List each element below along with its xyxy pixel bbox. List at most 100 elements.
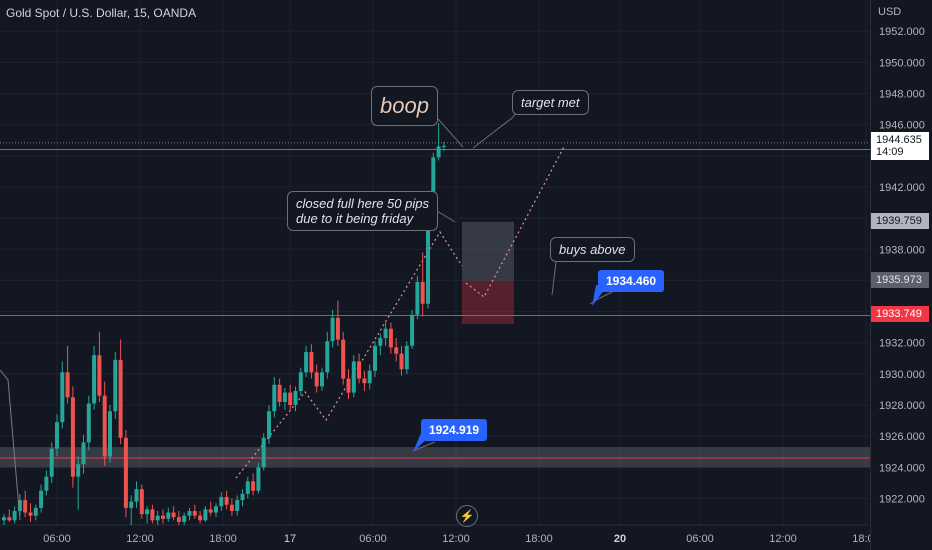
x-tick-label: 20 — [614, 533, 626, 545]
candle-body — [320, 372, 324, 387]
candle-body — [378, 338, 383, 346]
candle-body — [426, 219, 430, 304]
bar-countdown: 14:09 — [876, 145, 904, 158]
boop-annotation[interactable]: boop — [371, 86, 438, 126]
candle-body — [187, 510, 192, 516]
horizontal-lines — [0, 142, 870, 459]
y-tick-label: 1950.000 — [879, 57, 925, 69]
left-edge-drawing — [0, 369, 21, 521]
candle-body — [208, 509, 213, 513]
candle-body — [383, 328, 388, 339]
candle-body — [441, 145, 446, 147]
position-target-zone — [462, 221, 514, 281]
grid — [0, 0, 870, 526]
candle-body — [55, 422, 59, 449]
candle-body — [60, 372, 65, 423]
candle-body — [410, 314, 415, 346]
candle-body — [224, 496, 229, 505]
projection-path — [235, 230, 463, 479]
lightning-icon[interactable]: ⚡ — [456, 505, 478, 527]
price-tag: 1933.749 — [871, 306, 929, 323]
current-price-value: 1944.635 — [876, 133, 922, 146]
candle-body — [129, 501, 134, 508]
candle-body — [288, 392, 293, 406]
candle-body — [229, 504, 234, 511]
candle-body — [113, 359, 118, 412]
candle-body — [198, 515, 203, 521]
candle-body — [357, 361, 362, 379]
candle-body — [28, 512, 33, 516]
candle-body — [76, 464, 81, 477]
candle-body — [314, 372, 319, 387]
x-tick-label: 06:00 — [686, 533, 714, 545]
candle-body — [261, 437, 266, 468]
candle-body — [134, 489, 139, 502]
candle-body — [351, 361, 356, 393]
x-tick-label: 18:00 — [209, 533, 237, 545]
position-stop-zone — [462, 280, 514, 325]
candle-body — [214, 506, 218, 513]
candle-body — [304, 352, 309, 373]
position-tool[interactable] — [462, 221, 514, 325]
candle-body — [108, 411, 112, 457]
candle-body — [203, 509, 208, 521]
candle-body — [17, 500, 22, 511]
target-met-annotation[interactable]: target met — [512, 90, 589, 115]
annotation-pointer — [412, 441, 436, 452]
x-tick-label: 17 — [284, 533, 296, 545]
buys-above-annotation[interactable]: buys above — [550, 237, 635, 262]
current-price-tag: 1944.635 14:09 — [871, 131, 929, 160]
candle-body — [330, 317, 335, 342]
candle-body — [49, 448, 54, 477]
y-tick-label: 1942.000 — [879, 182, 925, 194]
closed-full-line-1: closed full here 50 pips — [296, 196, 429, 211]
candle-body — [92, 355, 97, 404]
candle-body — [182, 515, 187, 522]
candle-body — [33, 507, 38, 516]
candle-body — [309, 352, 314, 373]
candle-body — [388, 328, 393, 348]
candle-body — [155, 515, 160, 521]
x-tick-label: 12:00 — [126, 533, 154, 545]
candle-body — [23, 500, 28, 513]
candle-body — [12, 510, 17, 521]
candle-body — [97, 355, 102, 396]
candle-body — [39, 490, 44, 508]
x-tick-label: 12:00 — [769, 533, 797, 545]
candle-body — [431, 157, 436, 220]
candle-body — [70, 397, 75, 477]
candle-body — [404, 345, 409, 370]
candle-body — [150, 509, 155, 521]
x-tick-label: 12:00 — [442, 533, 470, 545]
candle-body — [298, 372, 303, 392]
price-tag: 1935.973 — [871, 271, 929, 288]
candle-body — [145, 509, 150, 515]
y-tick-label: 1926.000 — [879, 431, 925, 443]
candle-body — [420, 281, 425, 304]
projection-paths — [235, 144, 566, 479]
annotation-pointer — [472, 107, 521, 149]
currency-label: USD — [878, 6, 902, 18]
zone-rect — [0, 447, 870, 468]
y-tick-label: 1938.000 — [879, 244, 925, 256]
candle-body — [166, 512, 171, 519]
candle-body — [161, 515, 165, 519]
candle-body — [65, 372, 70, 398]
candle-body — [2, 517, 6, 521]
y-tick-label: 1930.000 — [879, 369, 925, 381]
callout-price-high[interactable]: 1934.460 — [598, 270, 665, 292]
closed-full-line-2: due to it being friday — [296, 211, 414, 226]
callout-price-low[interactable]: 1924.919 — [421, 419, 488, 441]
candle-body — [267, 411, 271, 438]
candle-body — [139, 489, 144, 515]
candle-body — [192, 510, 197, 516]
candle-body — [81, 442, 86, 465]
y-tick-label: 1946.000 — [879, 120, 925, 132]
candle-body — [272, 384, 277, 412]
closed-full-annotation[interactable]: closed full here 50 pips due to it being… — [287, 191, 438, 231]
candle-body — [86, 403, 91, 443]
y-tick-label: 1932.000 — [879, 338, 925, 350]
support-zone — [0, 447, 870, 468]
